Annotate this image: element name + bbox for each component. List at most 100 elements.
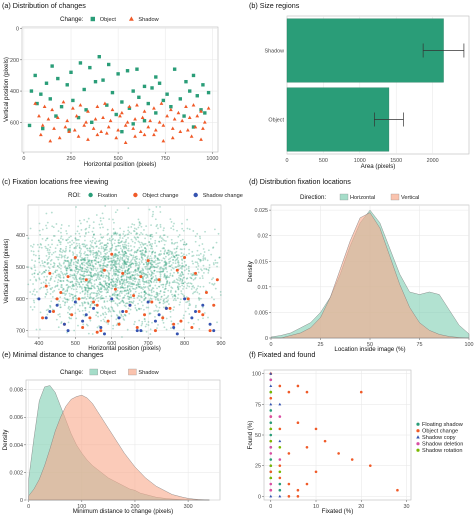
fixation-point <box>44 282 47 285</box>
fixation-point <box>134 237 137 240</box>
fixation-point <box>93 279 96 282</box>
data-point-object-change <box>314 427 318 431</box>
fixation-point <box>131 283 134 286</box>
data-point-object <box>120 100 124 104</box>
fixation-point <box>49 277 52 280</box>
fixation-point <box>116 293 119 296</box>
fixation-point <box>39 233 41 236</box>
fixation-point <box>43 270 46 273</box>
fixation-point <box>84 245 87 247</box>
fixation-point <box>71 239 74 242</box>
fixation-point <box>118 283 121 286</box>
fixation-point <box>87 281 90 284</box>
fixation-point <box>59 267 62 270</box>
fixation-point <box>182 314 185 317</box>
fixation-point <box>97 249 100 252</box>
fixation-point <box>170 286 173 289</box>
fixation-point <box>92 221 95 224</box>
fixation-point <box>174 293 176 296</box>
fixation-point <box>153 279 156 282</box>
fixation-point <box>210 253 213 256</box>
fixation-point <box>172 258 175 261</box>
fixation-point <box>150 288 153 291</box>
fixation-point <box>79 268 82 271</box>
fixation-point <box>114 274 116 277</box>
data-point-shadow <box>161 123 166 127</box>
fixation-point <box>166 300 169 303</box>
fixation-point <box>197 318 200 321</box>
fixation-point <box>132 256 135 259</box>
fixation-point <box>150 294 153 297</box>
fixation-point <box>141 249 144 252</box>
fixation-point <box>172 261 175 264</box>
fixation-point <box>99 297 102 300</box>
fixation-point <box>93 283 96 286</box>
fixation-point <box>83 264 86 267</box>
data-point-shadow-copy <box>278 494 282 498</box>
fixation-point <box>137 294 140 297</box>
fixation-point <box>103 320 106 323</box>
fixation-point <box>127 280 130 283</box>
fixation-point <box>180 290 183 293</box>
fixation-point <box>149 243 152 246</box>
fixation-point <box>84 256 86 259</box>
fixation-point <box>148 268 150 271</box>
fixation-point <box>104 205 107 207</box>
fixation-point <box>114 262 117 265</box>
fixation-point <box>145 281 148 284</box>
fixation-point <box>115 294 118 297</box>
data-point-object <box>188 89 192 93</box>
fixation-point <box>114 256 116 259</box>
fixation-point <box>75 284 78 287</box>
fixation-point <box>81 274 83 277</box>
fixation-point <box>58 263 61 266</box>
fixation-point <box>154 239 157 242</box>
fixation-point <box>142 244 145 246</box>
fixation-point <box>149 265 152 268</box>
fixation-point <box>77 260 80 263</box>
fixation-point <box>97 300 100 302</box>
data-point-object <box>78 61 83 65</box>
data-point-shadow <box>187 115 192 119</box>
fixation-point <box>188 252 191 255</box>
fixation-point <box>192 254 195 257</box>
fixation-point <box>46 288 49 291</box>
fixation-point <box>134 260 137 263</box>
fixation-point <box>66 289 69 292</box>
fixation-point <box>80 259 82 262</box>
fixation-point <box>87 231 90 234</box>
fixation-point <box>176 254 179 256</box>
fixation-point <box>80 281 83 283</box>
fixation-point <box>154 242 156 244</box>
y-tick-label: 0.02 <box>258 234 269 240</box>
fixation-point <box>58 253 61 256</box>
fixation-point <box>104 248 107 251</box>
fixation-point <box>178 283 181 286</box>
fixation-point <box>67 299 70 301</box>
fixation-point <box>169 274 172 277</box>
fixation-point <box>111 244 114 247</box>
y-tick-label: 0 <box>265 336 268 342</box>
fixation-point <box>137 268 140 271</box>
fixation-point <box>66 260 69 262</box>
fixation-point <box>144 296 147 299</box>
fixation-point <box>113 284 115 286</box>
data-point-shadow-rotation <box>278 470 282 474</box>
fixation-point <box>128 267 131 270</box>
fixation-point <box>121 258 124 261</box>
fixation-point <box>169 218 172 221</box>
fixation-point <box>120 300 123 303</box>
fixation-point <box>107 291 109 294</box>
fixation-point <box>164 275 167 277</box>
fixation-point <box>179 275 182 277</box>
fixation-point <box>104 311 107 314</box>
fixation-point <box>109 295 112 298</box>
fixation-point <box>99 278 102 280</box>
fixation-point <box>74 282 77 285</box>
fixation-point <box>75 275 78 277</box>
fixation-point <box>68 313 71 316</box>
fixation-point <box>164 267 167 270</box>
fixation-point <box>172 281 175 284</box>
fixation-point <box>31 259 33 262</box>
fixation-point <box>145 265 148 268</box>
